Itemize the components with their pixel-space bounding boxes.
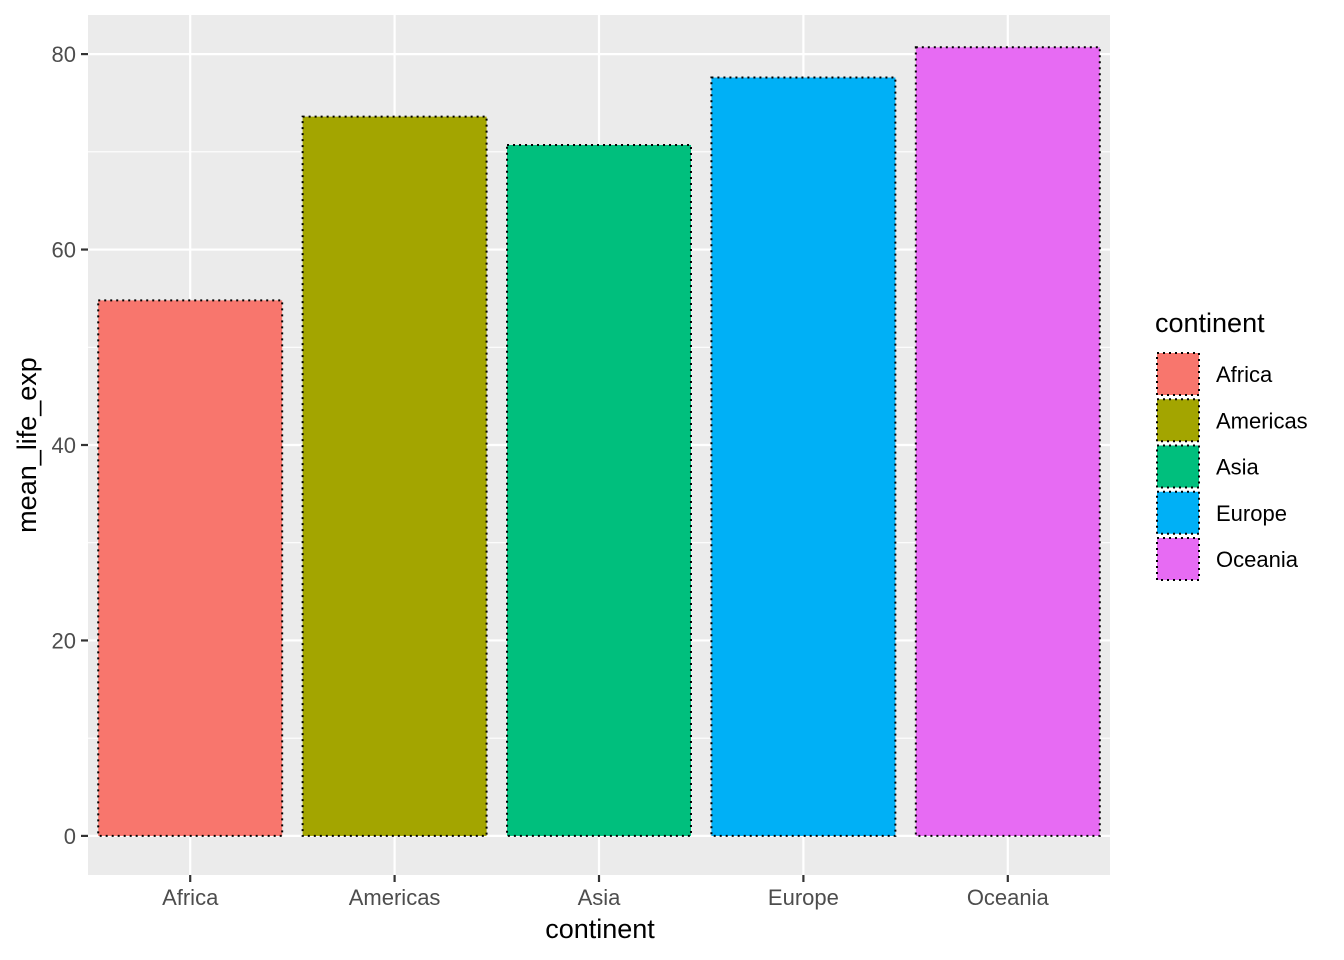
y-tick-label: 20 [52, 628, 76, 653]
x-tick-label: Africa [162, 885, 219, 910]
x-tick-label: Asia [578, 885, 622, 910]
x-tick-label: Oceania [967, 885, 1050, 910]
legend-key-africa [1156, 352, 1200, 396]
x-tick-label: Europe [768, 885, 839, 910]
legend-title: continent [1155, 308, 1265, 338]
bar-africa [97, 299, 284, 837]
x-axis-title: continent [545, 914, 655, 944]
legend-label: Americas [1216, 408, 1308, 433]
bar-europe [710, 76, 897, 837]
legend-label: Africa [1216, 362, 1273, 387]
legend-label: Oceania [1216, 547, 1299, 572]
y-tick-label: 80 [52, 42, 76, 67]
x-tick-label: Americas [349, 885, 441, 910]
x-axis: Africa Americas Asia Europe Oceania [162, 875, 1050, 910]
y-axis-title: mean_life_exp [12, 357, 42, 533]
y-tick-label: 0 [64, 824, 76, 849]
bar-oceania [914, 46, 1101, 837]
y-tick-label: 40 [52, 433, 76, 458]
legend-key-europe [1156, 490, 1200, 535]
legend-key-oceania [1156, 537, 1200, 581]
bar-americas [301, 115, 488, 837]
y-axis: 0 20 40 60 80 [52, 42, 88, 849]
legend-label: Europe [1216, 501, 1287, 526]
legend: continent Africa Americas Asia Europe Oceani… [1155, 308, 1308, 581]
bars-group [97, 46, 1101, 837]
legend-key-asia [1156, 444, 1200, 489]
legend-items: Africa Americas Asia Europe Oceania [1156, 352, 1308, 581]
bar-asia [506, 143, 692, 837]
legend-key-americas [1156, 398, 1200, 443]
y-tick-label: 60 [52, 238, 76, 263]
legend-label: Asia [1216, 455, 1260, 480]
